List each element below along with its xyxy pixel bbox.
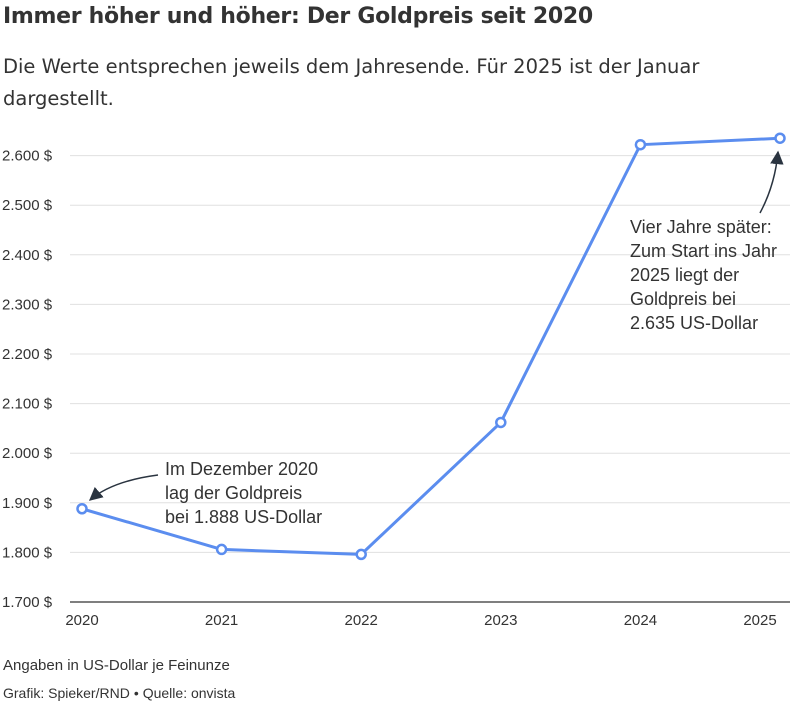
annotation-text: bei 1.888 US-Dollar [165,507,322,527]
data-point [634,138,647,151]
annotation-text: 2.635 US-Dollar [630,313,758,333]
y-tick-label: 1.900 $ [2,495,53,512]
data-point [495,416,507,429]
y-tick-label: 1.700 $ [2,594,53,611]
y-tick-label: 2.600 $ [2,148,53,165]
y-axis-tick-labels: 1.700 $ 1.800 $ 1.900 $ 2.000 $ 2.100 $ 2.200… [2,148,53,611]
data-point [355,548,367,561]
data-point [76,503,88,515]
annotation-text: 2025 liegt der [630,265,739,285]
x-tick-label: 2020 [65,612,98,629]
y-tick-label: 2.500 $ [2,197,53,214]
data-point [215,543,228,556]
chart-title: Immer höher und höher: Der Goldpreis sei… [3,4,593,29]
annotation-text: Zum Start ins Jahr [630,241,777,261]
series-line [81,136,781,556]
credits-line: Grafik: Spieker/RND • Quelle: onvista [3,685,235,701]
source-credit: Quelle: onvista [142,685,236,701]
x-tick-label: 2023 [484,612,517,629]
x-tick-label: 2021 [205,612,238,629]
x-tick-label: 2024 [624,612,657,629]
x-tick-label: 2025 [743,612,776,629]
y-tick-label: 2.400 $ [2,247,53,264]
y-tick-label: 2.100 $ [2,396,53,413]
data-points [76,132,786,561]
annotation-text: Goldpreis bei [630,289,736,309]
y-tick-label: 1.800 $ [2,544,53,561]
annotation-text: Vier Jahre später: [630,217,772,237]
annotation-text: lag der Goldpreis [165,483,302,503]
x-tick-label: 2022 [345,612,378,629]
y-tick-label: 2.000 $ [2,445,53,462]
series-line-path [81,136,781,556]
unit-note: Angaben in US-Dollar je Feinunze [3,657,230,674]
chart-subtitle: Die Werte entsprechen jeweils dem Jahres… [3,55,700,110]
annotation-arrow [88,474,159,501]
separator-bullet: • [133,685,139,701]
gridlines [70,155,790,603]
y-tick-label: 2.200 $ [2,346,53,363]
annotation-arrow [759,150,784,214]
data-point [774,132,786,144]
annotations: Im Dezember 2020 lag der Goldpreis bei 1.8… [88,150,784,527]
y-tick-label: 2.300 $ [2,296,53,313]
annotation-text: Im Dezember 2020 [165,459,318,479]
x-axis-tick-labels: 2020 2021 2022 2023 2024 2025 [65,612,776,629]
graphic-credit: Grafik: Spieker/RND [3,685,130,701]
